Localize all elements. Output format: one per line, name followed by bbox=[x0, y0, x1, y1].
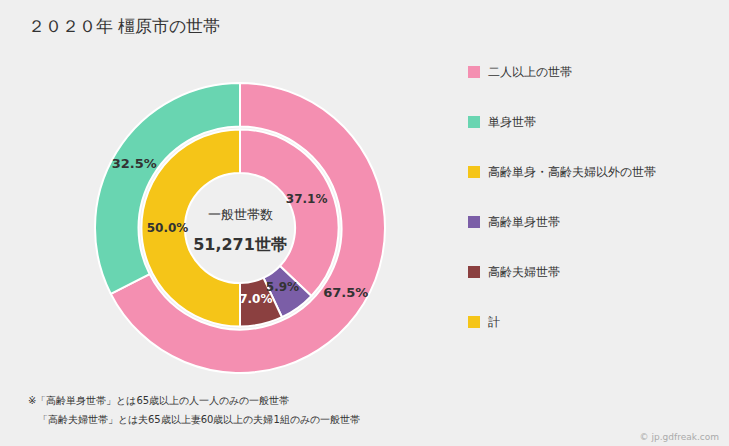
footnote: ※「高齢単身世帯」とは65歳以上の人一人のみの一般世帯 bbox=[28, 395, 289, 406]
legend: 二人以上の世帯単身世帯高齢単身・高齢夫婦以外の世帯高齢単身世帯高齢夫婦世帯計 bbox=[468, 65, 656, 329]
legend-swatch bbox=[468, 316, 480, 328]
data-label: 67.5% bbox=[323, 285, 368, 300]
legend-swatch bbox=[468, 166, 480, 178]
chart: ２０２０年 橿原市の世帯67.5%32.5%37.1%5.9%7.0%50.0%… bbox=[0, 0, 729, 446]
data-label: 50.0% bbox=[147, 221, 189, 235]
legend-label: 二人以上の世帯 bbox=[488, 65, 572, 79]
center-label: 一般世帯数 bbox=[208, 207, 273, 222]
legend-label: 高齢夫婦世帯 bbox=[488, 265, 560, 279]
watermark: © jp.gdfreak.com bbox=[640, 432, 719, 442]
data-labels: 37.1%5.9%7.0%50.0% bbox=[147, 192, 328, 305]
ring bbox=[95, 83, 385, 373]
data-label: 37.1% bbox=[286, 192, 328, 206]
footnote: 「高齢夫婦世帯」とは夫65歳以上妻60歳以上の夫婦1組のみの一般世帯 bbox=[28, 414, 360, 425]
slice bbox=[141, 129, 240, 326]
legend-swatch bbox=[468, 66, 480, 78]
donut: 67.5%32.5%37.1%5.9%7.0%50.0%一般世帯数51,271世… bbox=[95, 83, 385, 373]
legend-label: 高齢単身・高齢夫婦以外の世帯 bbox=[488, 165, 656, 179]
legend-label: 高齢単身世帯 bbox=[488, 215, 560, 229]
center-label: 51,271世帯 bbox=[193, 235, 287, 254]
background bbox=[0, 0, 729, 446]
legend-swatch bbox=[468, 266, 480, 278]
data-label: 7.0% bbox=[239, 292, 272, 306]
legend-swatch bbox=[468, 216, 480, 228]
legend-label: 単身世帯 bbox=[488, 115, 536, 129]
legend-swatch bbox=[468, 116, 480, 128]
data-label: 32.5% bbox=[112, 156, 157, 171]
title: ２０２０年 橿原市の世帯 bbox=[28, 16, 220, 36]
legend-label: 計 bbox=[488, 315, 500, 329]
ring bbox=[141, 129, 338, 326]
